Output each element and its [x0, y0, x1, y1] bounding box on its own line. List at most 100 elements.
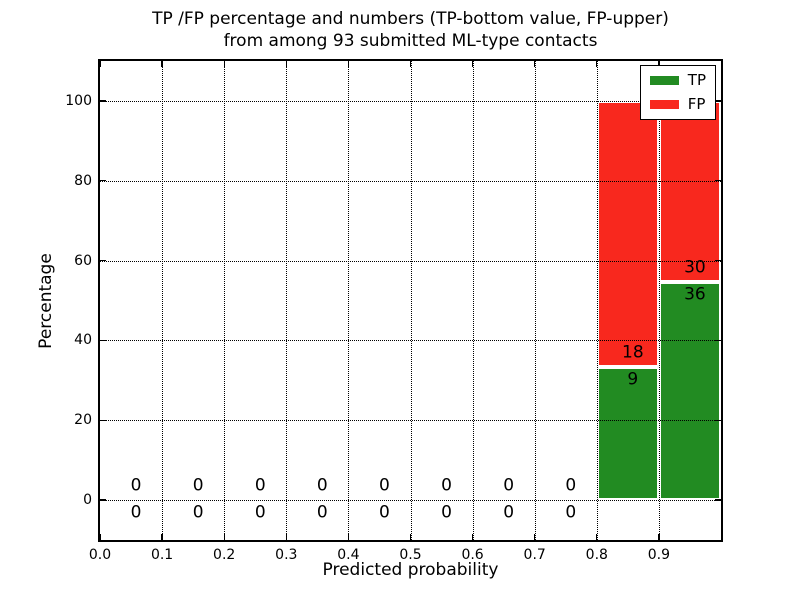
- y-tickmark-right: [715, 499, 721, 501]
- fp-count-label: 0: [565, 475, 577, 496]
- fp-swatch: [649, 100, 679, 109]
- tp-count-label: 0: [565, 502, 577, 523]
- gridline-horizontal: [100, 500, 721, 502]
- fp-count-label: 30: [684, 257, 706, 278]
- y-tickmark-left: [100, 180, 106, 182]
- x-tickmark-bottom: [223, 534, 225, 540]
- x-tickmark-bottom: [409, 534, 412, 540]
- tp-count-label: 0: [379, 502, 390, 523]
- y-tick-label: 80: [74, 172, 92, 189]
- gridline-vertical: [658, 61, 660, 540]
- x-tickmark-bottom: [99, 534, 101, 540]
- y-tick-label: 100: [65, 92, 92, 109]
- tp-count-label: 0: [441, 502, 452, 523]
- tp-count-label: 0: [503, 502, 515, 523]
- chart-title-line1: TP /FP percentage and numbers (TP-bottom…: [152, 9, 669, 29]
- tp-count-label: 36: [684, 284, 706, 305]
- chart-title-line2: from among 93 submitted ML-type contacts: [223, 31, 598, 51]
- gridline-horizontal: [100, 260, 721, 262]
- legend-label: FP: [687, 95, 706, 113]
- x-tickmark-top: [285, 61, 287, 67]
- gridline-vertical: [286, 61, 288, 540]
- gridline-vertical: [472, 61, 474, 540]
- y-tickmark-right: [715, 259, 721, 262]
- y-tickmark-left: [100, 419, 106, 421]
- y-tickmark-left: [100, 259, 106, 262]
- gridline-horizontal: [100, 420, 721, 422]
- tp-swatch: [649, 76, 679, 85]
- gridline-vertical: [224, 61, 226, 540]
- legend: TP FP: [639, 65, 716, 120]
- x-tick-label: 0.8: [585, 547, 608, 563]
- y-tickmark-right: [715, 339, 721, 342]
- x-tick-label: 0.9: [647, 547, 671, 563]
- gridline-vertical: [348, 61, 350, 540]
- fp-count-label: 0: [441, 475, 452, 496]
- x-tickmark-top: [596, 61, 598, 67]
- x-tickmark-bottom: [471, 534, 474, 540]
- x-axis-label: Predicted probability: [322, 560, 499, 580]
- gridline-vertical: [410, 61, 412, 540]
- bar-fp-segment: [658, 100, 721, 283]
- tp-count-label: 0: [254, 502, 266, 523]
- x-tick-label: 0.5: [399, 547, 422, 563]
- fp-count-label: 0: [503, 475, 515, 496]
- gridline-horizontal: [100, 180, 721, 182]
- gridline-vertical: [596, 61, 598, 540]
- x-tickmark-bottom: [347, 534, 350, 540]
- x-tickmark-top: [347, 61, 350, 67]
- x-tickmark-top: [223, 61, 225, 67]
- fp-count-label: 0: [379, 475, 390, 496]
- tp-count-label: 0: [192, 502, 204, 523]
- x-tickmark-top: [471, 61, 474, 67]
- bar-tp-segment: [596, 367, 659, 501]
- y-tick-label: 0: [83, 492, 92, 509]
- x-tickmark-bottom: [161, 534, 163, 540]
- y-tick-label: 60: [74, 252, 92, 269]
- x-tickmark-top: [99, 61, 101, 67]
- x-tickmark-top: [658, 61, 660, 67]
- x-tick-label: 0.4: [337, 547, 360, 563]
- gridline-vertical: [534, 61, 536, 540]
- gridline-horizontal: [100, 340, 721, 342]
- x-tick-label: 0.1: [150, 547, 174, 563]
- x-tickmark-bottom: [534, 534, 536, 540]
- legend-label: TP: [687, 71, 706, 89]
- x-tick-label: 0.6: [461, 547, 484, 563]
- gridline-vertical: [162, 61, 164, 540]
- y-tickmark-right: [715, 419, 721, 421]
- legend-entry-tp: TP: [649, 71, 706, 89]
- x-tick-label: 0.0: [88, 547, 112, 563]
- x-tickmark-top: [534, 61, 536, 67]
- fp-count-label: 0: [192, 475, 204, 496]
- x-tickmark-top: [409, 61, 412, 67]
- legend-entry-fp: FP: [649, 95, 706, 113]
- y-tickmark-left: [100, 100, 106, 102]
- y-tick-label: 40: [74, 332, 92, 349]
- y-tick-label: 20: [74, 412, 92, 429]
- tp-count-label: 9: [627, 369, 639, 390]
- x-tickmark-bottom: [596, 534, 598, 540]
- x-tick-label: 0.7: [523, 547, 546, 563]
- x-tick-label: 0.3: [275, 547, 298, 563]
- y-tickmark-right: [715, 180, 721, 182]
- x-tick-label: 0.2: [213, 547, 236, 563]
- y-tickmark-right: [715, 100, 721, 102]
- x-tickmark-bottom: [658, 534, 660, 540]
- y-axis-label: Percentage: [36, 253, 56, 349]
- bar-fp-segment: [596, 100, 659, 368]
- tp-count-label: 0: [316, 502, 328, 523]
- fp-count-label: 0: [316, 475, 328, 496]
- fp-count-label: 18: [622, 342, 644, 363]
- x-tickmark-top: [161, 61, 163, 67]
- bar-tp-segment: [658, 282, 721, 501]
- y-tickmark-left: [100, 339, 106, 342]
- gridline-horizontal: [100, 100, 721, 102]
- plot-area: 0 0 0 0 0 0 0 0 0 0 0 0 0 0 0 0 18 9 30 36 TP FP: [98, 59, 723, 542]
- fp-count-label: 0: [254, 475, 266, 496]
- x-tickmark-bottom: [285, 534, 287, 540]
- tp-count-label: 0: [130, 502, 142, 523]
- fp-count-label: 0: [130, 475, 142, 496]
- y-tickmark-left: [100, 499, 106, 501]
